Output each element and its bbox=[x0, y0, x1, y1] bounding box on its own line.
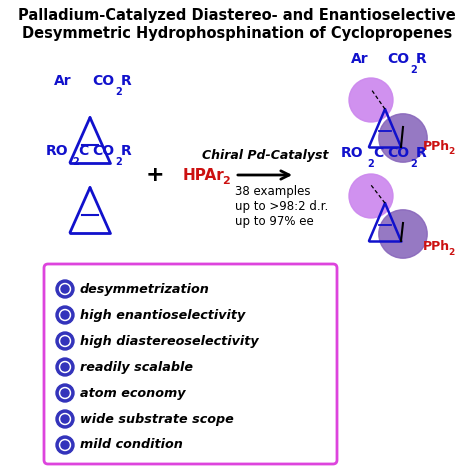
Text: R: R bbox=[416, 146, 427, 160]
Text: CO: CO bbox=[92, 74, 114, 88]
Text: up to 97% ee: up to 97% ee bbox=[235, 215, 314, 228]
Circle shape bbox=[60, 362, 71, 373]
Circle shape bbox=[56, 306, 74, 324]
Text: 2: 2 bbox=[115, 157, 122, 167]
Circle shape bbox=[56, 358, 74, 376]
Circle shape bbox=[56, 332, 74, 350]
Circle shape bbox=[60, 439, 71, 450]
Text: up to >98:2 d.r.: up to >98:2 d.r. bbox=[235, 200, 328, 213]
Text: 38 examples: 38 examples bbox=[235, 185, 310, 198]
Text: +: + bbox=[146, 165, 164, 185]
Text: PPh: PPh bbox=[423, 239, 450, 253]
Circle shape bbox=[61, 363, 69, 371]
Text: Palladium-Catalyzed Diastereo- and Enantioselective: Palladium-Catalyzed Diastereo- and Enant… bbox=[18, 8, 456, 23]
Text: CO: CO bbox=[92, 144, 114, 158]
Text: readily scalable: readily scalable bbox=[80, 361, 193, 374]
Text: 2: 2 bbox=[367, 159, 374, 169]
Text: 2: 2 bbox=[410, 159, 417, 169]
Text: Ar: Ar bbox=[351, 52, 369, 66]
Circle shape bbox=[349, 174, 393, 218]
Text: wide substrate scope: wide substrate scope bbox=[80, 412, 234, 426]
Circle shape bbox=[60, 413, 71, 425]
Circle shape bbox=[61, 415, 69, 423]
Circle shape bbox=[60, 336, 71, 346]
Text: HPAr: HPAr bbox=[183, 167, 225, 182]
Text: desymmetrization: desymmetrization bbox=[80, 283, 210, 295]
Circle shape bbox=[60, 283, 71, 294]
Circle shape bbox=[56, 410, 74, 428]
Circle shape bbox=[56, 280, 74, 298]
Circle shape bbox=[61, 285, 69, 293]
Circle shape bbox=[61, 311, 69, 319]
Circle shape bbox=[61, 389, 69, 397]
Text: mild condition: mild condition bbox=[80, 438, 183, 452]
Circle shape bbox=[379, 210, 427, 258]
Circle shape bbox=[56, 436, 74, 454]
Text: 2: 2 bbox=[115, 87, 122, 97]
Circle shape bbox=[60, 388, 71, 399]
Circle shape bbox=[379, 114, 427, 162]
Text: high enantioselectivity: high enantioselectivity bbox=[80, 309, 245, 321]
Text: C: C bbox=[373, 146, 383, 160]
Text: 2: 2 bbox=[448, 147, 454, 156]
Text: Chiral Pd-Catalyst: Chiral Pd-Catalyst bbox=[202, 149, 328, 162]
Text: CO: CO bbox=[387, 146, 409, 160]
FancyBboxPatch shape bbox=[44, 264, 337, 464]
Text: RO: RO bbox=[46, 144, 68, 158]
Text: R: R bbox=[416, 52, 427, 66]
Text: RO: RO bbox=[340, 146, 363, 160]
Circle shape bbox=[349, 78, 393, 122]
Text: R: R bbox=[121, 74, 132, 88]
Text: PPh: PPh bbox=[423, 139, 450, 153]
Text: atom economy: atom economy bbox=[80, 386, 185, 400]
Circle shape bbox=[60, 310, 71, 320]
Text: high diastereoselectivity: high diastereoselectivity bbox=[80, 335, 259, 347]
Circle shape bbox=[61, 337, 69, 345]
Text: R: R bbox=[121, 144, 132, 158]
Text: 2: 2 bbox=[410, 65, 417, 75]
Circle shape bbox=[56, 384, 74, 402]
Text: 2: 2 bbox=[222, 176, 230, 186]
Text: 2: 2 bbox=[448, 247, 454, 256]
Text: Desymmetric Hydrophosphination of Cyclopropenes: Desymmetric Hydrophosphination of Cyclop… bbox=[22, 26, 452, 41]
Text: 2: 2 bbox=[72, 157, 79, 167]
Text: Ar: Ar bbox=[55, 74, 72, 88]
Text: C: C bbox=[78, 144, 88, 158]
Text: CO: CO bbox=[387, 52, 409, 66]
Circle shape bbox=[61, 441, 69, 449]
